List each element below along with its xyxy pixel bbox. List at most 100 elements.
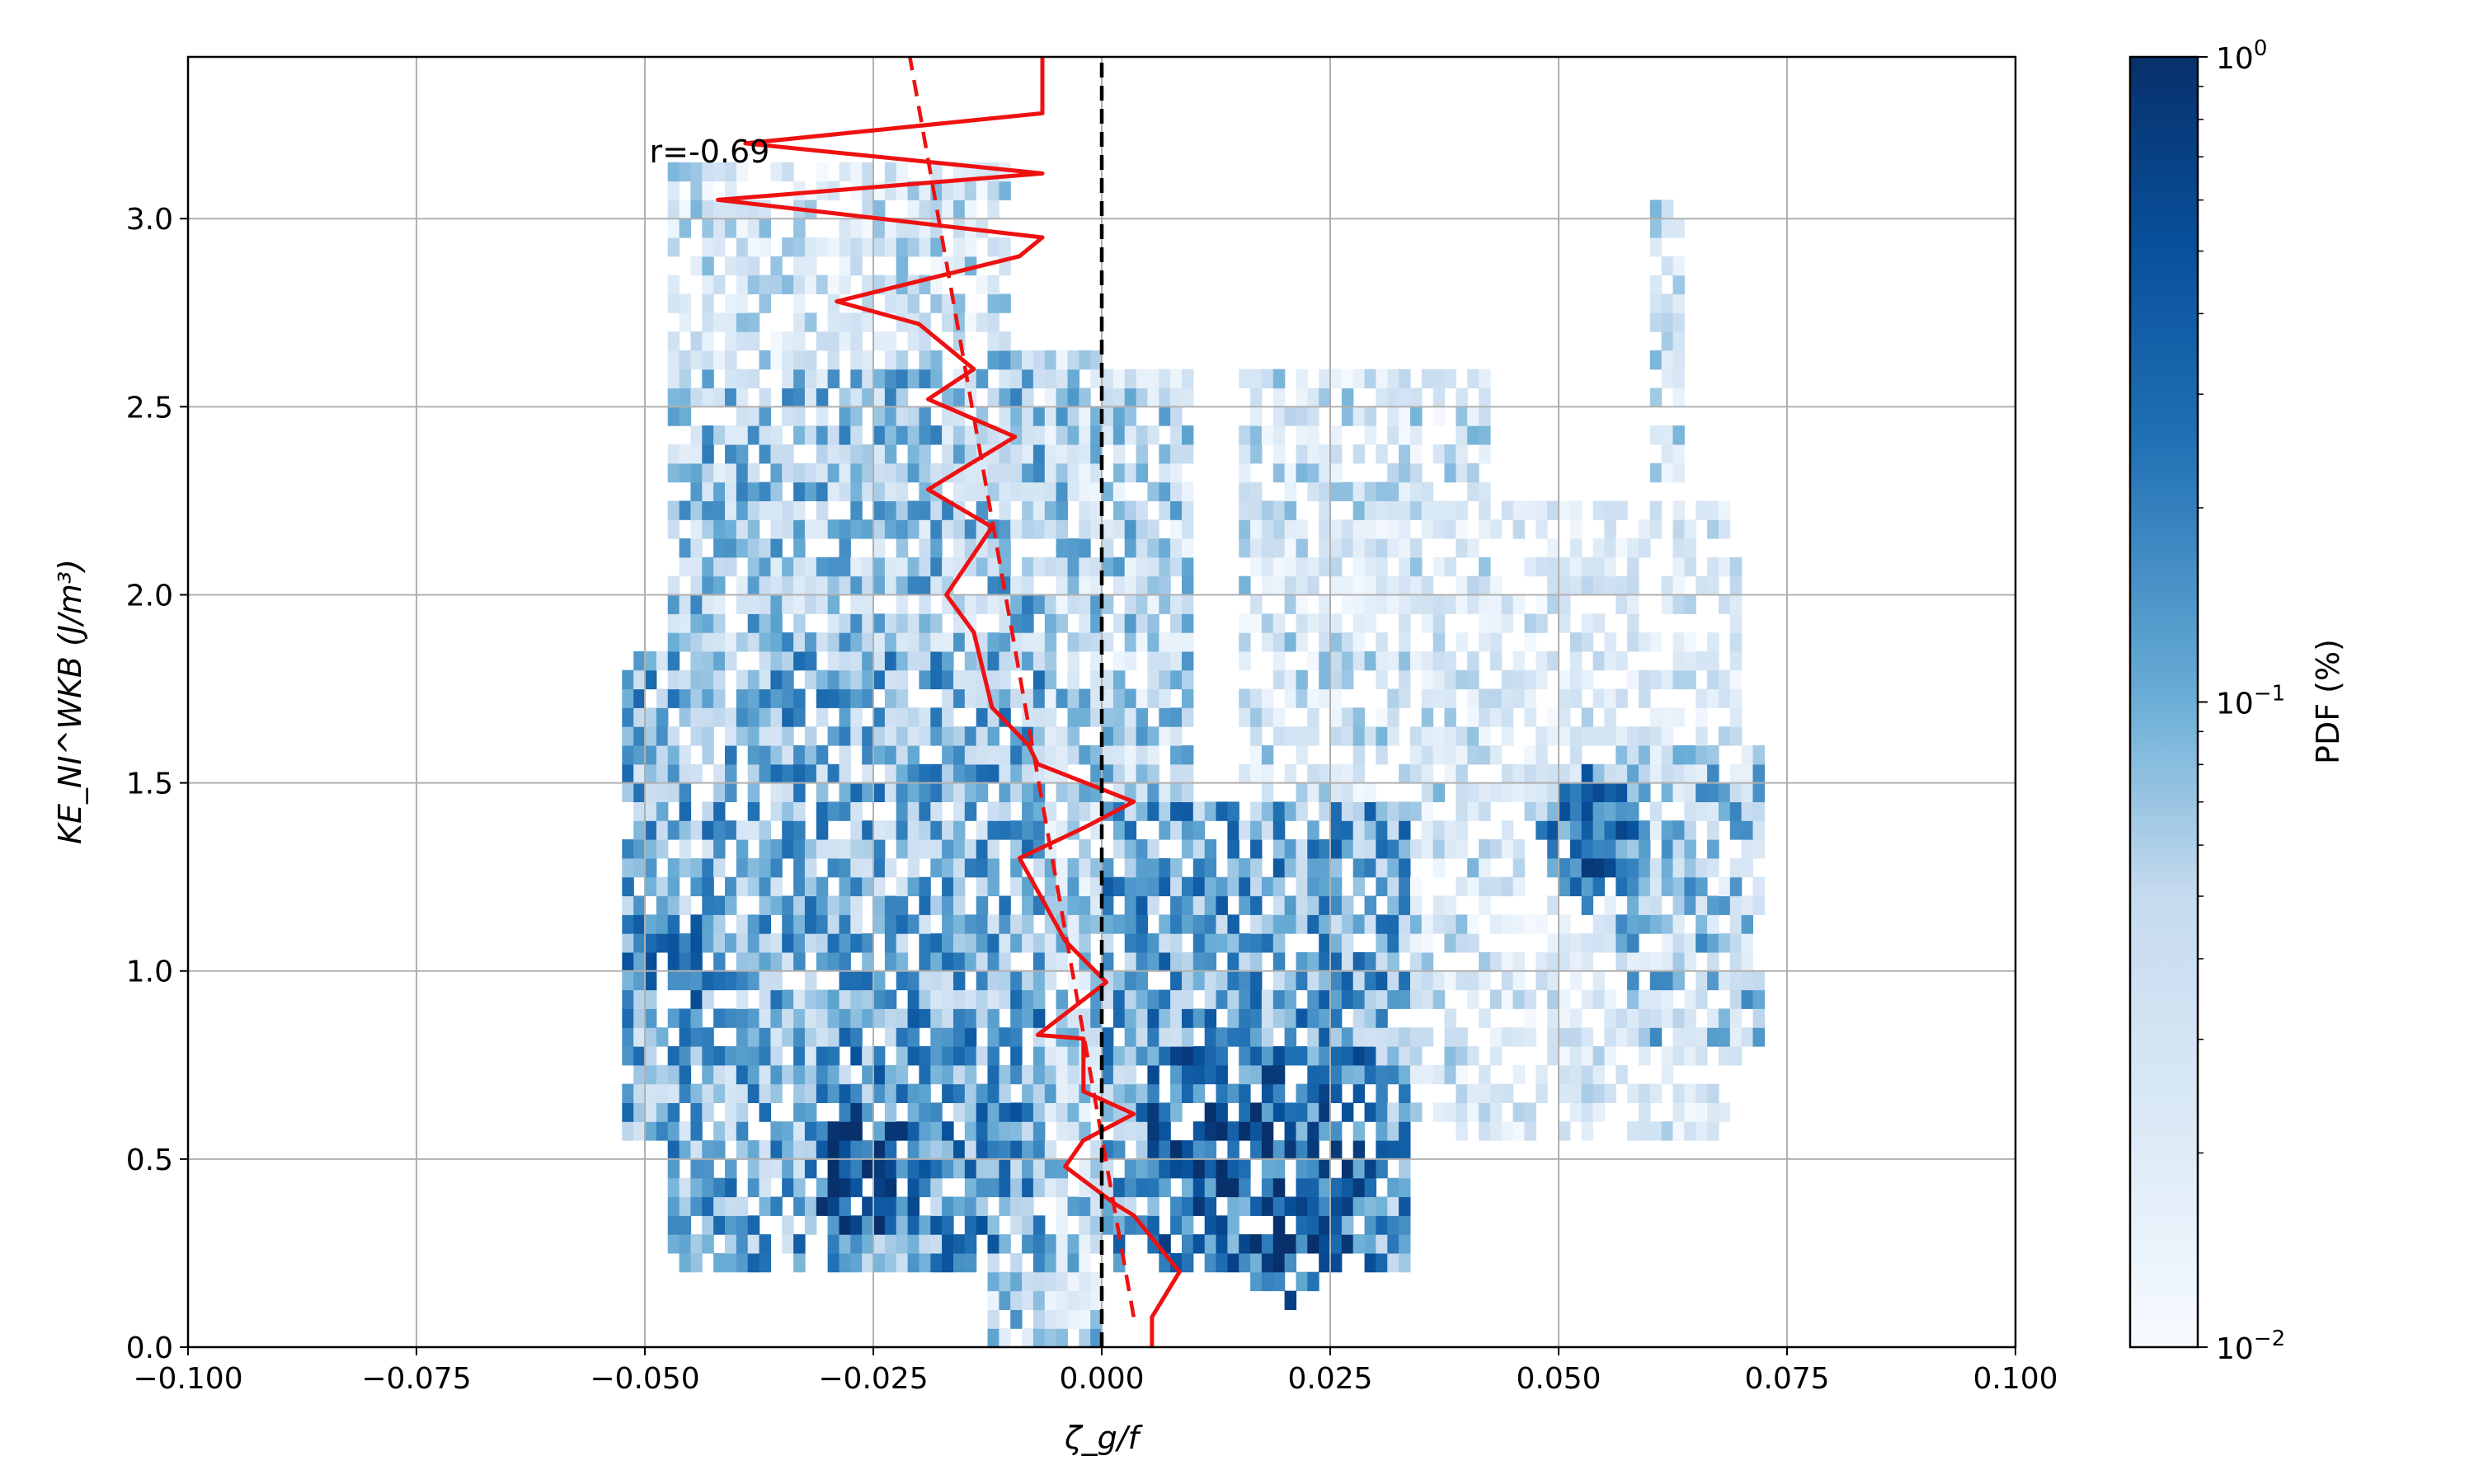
heatmap-cell: [1112, 1121, 1126, 1141]
heatmap-cell: [827, 1196, 840, 1216]
heatmap-cell: [907, 369, 920, 389]
heatmap-cell: [725, 1215, 737, 1235]
heatmap-cell: [1512, 1102, 1525, 1122]
heatmap-cell: [656, 839, 669, 859]
heatmap-cell: [1136, 1121, 1148, 1141]
heatmap-cell: [862, 387, 874, 407]
heatmap-cell: [1067, 1309, 1079, 1329]
heatmap-cell: [850, 933, 863, 953]
heatmap-cell: [667, 1121, 680, 1141]
heatmap-cell: [1044, 1290, 1057, 1310]
heatmap-cell: [679, 933, 692, 953]
heatmap-cell: [1204, 1064, 1217, 1085]
heatmap-cell: [1272, 951, 1286, 972]
heatmap-cell: [953, 538, 966, 558]
heatmap-cell: [1319, 1215, 1331, 1235]
heatmap-cell: [702, 688, 714, 708]
heatmap-cell: [1192, 876, 1206, 897]
heatmap-cell: [1512, 857, 1525, 878]
heatmap-cell: [1501, 839, 1514, 859]
heatmap-cell: [679, 1215, 692, 1235]
heatmap-cell: [964, 613, 977, 633]
heatmap-cell: [1672, 1046, 1685, 1066]
heatmap-cell: [1684, 669, 1696, 690]
heatmap-cell: [827, 444, 840, 464]
heatmap-cell: [1387, 707, 1399, 727]
heatmap-cell: [702, 726, 714, 746]
heatmap-cell: [782, 989, 794, 1009]
heatmap-cell: [919, 1158, 931, 1179]
heatmap-cell: [1170, 782, 1183, 802]
heatmap-cell: [1261, 801, 1274, 821]
heatmap-cell: [1112, 876, 1126, 897]
heatmap-cell: [1296, 1102, 1308, 1122]
heatmap-cell: [1056, 1328, 1068, 1347]
heatmap-cell: [839, 312, 851, 332]
heatmap-cell: [1079, 594, 1091, 614]
heatmap-cell: [645, 726, 657, 746]
heatmap-cell: [987, 1027, 999, 1047]
heatmap-cell: [850, 613, 863, 633]
heatmap-cell: [1022, 1121, 1034, 1141]
heatmap-cell: [679, 782, 692, 802]
heatmap-cell: [1741, 763, 1753, 784]
heatmap-cell: [964, 1102, 977, 1122]
heatmap-cell: [953, 481, 966, 501]
heatmap-cell: [1752, 745, 1765, 765]
heatmap-cell: [1307, 481, 1319, 501]
heatmap-cell: [793, 895, 806, 915]
heatmap-cell: [1319, 951, 1331, 972]
heatmap-cell: [1192, 970, 1206, 991]
heatmap-cell: [1056, 745, 1068, 765]
heatmap-cell: [1399, 369, 1411, 389]
heatmap-cell: [1272, 613, 1286, 633]
heatmap-cell: [1592, 876, 1606, 897]
heatmap-cell: [1421, 970, 1434, 991]
heatmap-cell: [1032, 1309, 1046, 1329]
heatmap-cell: [1649, 312, 1663, 332]
heatmap-cell: [1661, 933, 1674, 953]
heatmap-cell: [987, 763, 999, 784]
heatmap-cell: [1307, 1215, 1319, 1235]
heatmap-cell: [1022, 463, 1034, 483]
heatmap-cell: [1559, 989, 1571, 1009]
heatmap-cell: [1182, 669, 1194, 690]
heatmap-cell: [713, 763, 726, 784]
heatmap-cell: [622, 1102, 634, 1122]
heatmap-cell: [907, 914, 920, 934]
heatmap-cell: [1364, 1102, 1377, 1122]
heatmap-cell: [1501, 989, 1514, 1009]
heatmap-cell: [1387, 1027, 1399, 1047]
heatmap-cell: [1216, 1215, 1228, 1235]
heatmap-cell: [804, 914, 817, 934]
heatmap-cell: [1376, 575, 1388, 596]
heatmap-cell: [1216, 895, 1228, 915]
heatmap-cell: [1272, 632, 1286, 652]
heatmap-cell: [633, 933, 646, 953]
heatmap-cell: [804, 575, 817, 596]
heatmap-cell: [930, 632, 943, 652]
heatmap-cell: [1456, 782, 1468, 802]
heatmap-cell: [1341, 1177, 1354, 1198]
heatmap-cell: [1696, 745, 1708, 765]
heatmap-cell: [747, 1234, 760, 1254]
colorbar-tick-label: 10−1: [2216, 682, 2285, 721]
heatmap-cell: [850, 181, 863, 200]
heatmap-cell: [1067, 444, 1079, 464]
heatmap-cell: [942, 895, 954, 915]
heatmap-cell: [884, 933, 897, 953]
heatmap-cell: [930, 575, 943, 596]
heatmap-cell: [804, 481, 817, 501]
heatmap-cell: [1672, 594, 1685, 614]
heatmap-cell: [793, 256, 806, 276]
heatmap-cell: [702, 933, 714, 953]
heatmap-cell: [1250, 594, 1263, 614]
heatmap-cell: [1364, 406, 1377, 426]
heatmap-cell: [1696, 970, 1708, 991]
heatmap-cell: [1718, 895, 1731, 915]
heatmap-cell: [907, 425, 920, 445]
heatmap-cell: [1330, 444, 1343, 464]
heatmap-cell: [759, 1252, 771, 1273]
heatmap-cell: [839, 1102, 851, 1122]
